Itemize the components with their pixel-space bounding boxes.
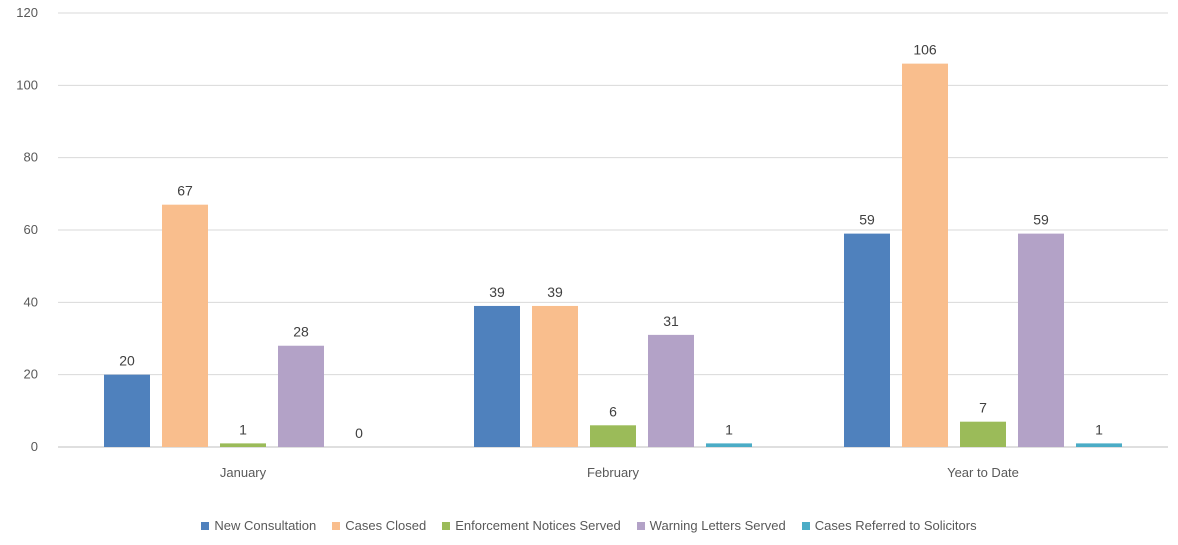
data-label: 59 [1033,212,1049,228]
data-label: 20 [119,353,135,369]
legend-swatch [201,521,210,530]
bar [1076,443,1122,447]
legend-label: Enforcement Notices Served [455,518,621,533]
legend-item: Cases Referred to Solicitors [801,518,977,533]
data-label: 59 [859,212,875,228]
bar [532,305,578,447]
y-axis: 0 20 40 60 80 100 120 [16,5,38,454]
legend-item: Cases Closed [332,518,426,533]
x-category-label: Year to Date [947,465,1019,480]
data-label: 7 [979,400,987,416]
bar [104,374,150,447]
legend-label: Cases Referred to Solicitors [814,518,977,533]
y-tick-label: 80 [24,150,38,165]
x-category-label: February [587,465,640,480]
legend-swatch [332,521,341,530]
bar [1018,233,1064,447]
bar [844,233,890,447]
data-label: 6 [609,403,617,419]
bar [162,204,208,447]
y-tick-label: 20 [24,367,38,382]
legend-swatch [442,521,451,530]
legend-item: Warning Letters Served [636,518,786,533]
data-label: 1 [239,421,247,437]
y-tick-label: 0 [31,439,38,454]
bar-chart: 0 20 40 60 80 100 120 20 67 1 28 0 39 39 6 31 1 59 106 7 59… [16,5,1168,480]
legend-swatch [636,521,645,530]
bar [278,345,324,447]
y-tick-label: 40 [24,294,38,309]
legend-label: Warning Letters Served [649,518,786,533]
x-category-label: January [220,465,267,480]
data-label: 1 [1095,421,1103,437]
legend-swatch [801,521,810,530]
data-label: 67 [177,183,193,199]
bar [474,305,520,447]
bars: 20 67 1 28 0 39 39 6 31 1 59 106 7 59 1 [104,42,1122,448]
data-label: 39 [547,284,563,300]
legend-item: Enforcement Notices Served [442,518,621,533]
data-label: 1 [725,421,733,437]
data-label: 28 [293,324,309,340]
legend-label: Cases Closed [345,518,427,533]
bar [590,425,636,447]
y-tick-label: 60 [24,222,38,237]
bar [902,63,948,448]
bar [648,334,694,447]
y-tick-label: 100 [16,77,38,92]
x-axis: January February Year to Date [220,465,1019,480]
legend-label: New Consultation [214,518,317,533]
y-tick-label: 120 [16,5,38,20]
bar [220,443,266,447]
bar [960,421,1006,447]
data-label: 0 [355,425,363,441]
data-label: 31 [663,313,679,329]
gridlines [58,12,1168,448]
legend: New Consultation Cases Closed Enforcement … [0,518,1178,533]
data-label: 106 [913,42,937,58]
legend-item: New Consultation [201,518,316,533]
data-label: 39 [489,284,505,300]
bar [706,443,752,447]
